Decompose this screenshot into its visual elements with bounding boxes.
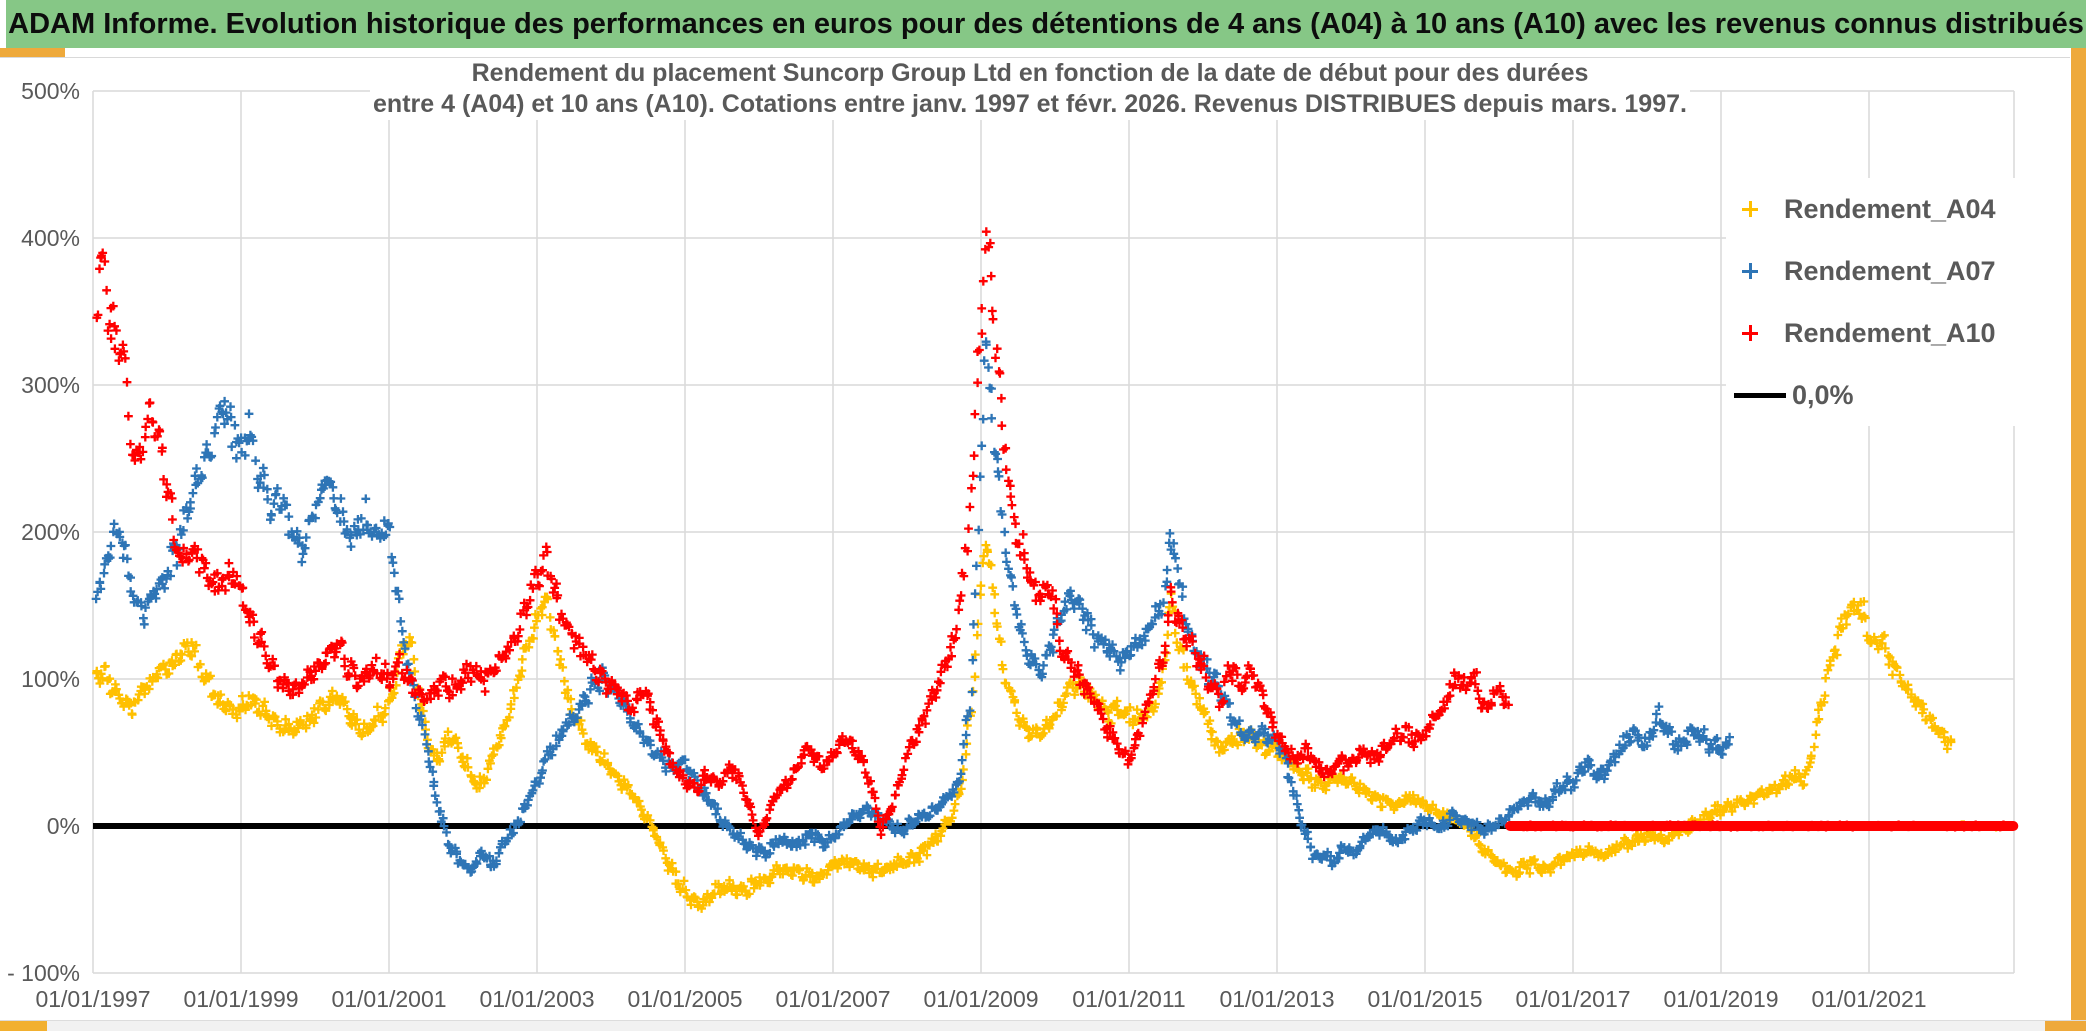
legend-label: Rendement_A07 <box>1784 255 1996 286</box>
legend-label: Rendement_A04 <box>1784 193 1996 224</box>
legend-item-rendement-a07: Rendement_A07 <box>1726 240 2056 302</box>
gold-accent-bottom-right <box>2045 1021 2086 1031</box>
x-axis-tick-label: 01/01/2009 <box>923 986 1038 1012</box>
report-title-banner: ADAM Informe. Evolution historique des p… <box>6 0 2086 48</box>
x-axis-tick-label: 01/01/2011 <box>1072 986 1185 1012</box>
scatter-series-rendement_a04 <box>92 540 1956 913</box>
y-axis-tick-label: 400% <box>21 225 80 251</box>
legend-item-rendement-a04: Rendement_A04 <box>1726 178 2056 240</box>
gold-accent-right-edge <box>2071 48 2086 1031</box>
x-axis-tick-label: 01/01/2021 <box>1811 986 1926 1012</box>
y-axis-tick-label: 0% <box>47 813 80 839</box>
y-axis-tick-label: 300% <box>21 372 80 398</box>
chart-title-line1: Rendement du placement Suncorp Group Ltd… <box>471 59 1589 87</box>
plus-marker-icon <box>1740 261 1760 281</box>
y-axis-tick-label: 100% <box>21 666 80 692</box>
chart-title-line2: entre 4 (A04) et 10 ans (A10). Cotations… <box>373 90 1687 118</box>
legend-label: Rendement_A10 <box>1784 317 1996 348</box>
horizontal-scrollbar[interactable] <box>0 1020 2086 1031</box>
legend-label: 0,0% <box>1792 379 1854 410</box>
y-axis-tick-label: 500% <box>21 78 80 104</box>
legend-item-zero-line: 0,0% <box>1726 364 2056 426</box>
chart-title: Rendement du placement Suncorp Group Ltd… <box>370 58 1690 120</box>
plus-marker-icon <box>1740 323 1760 343</box>
plus-marker-icon <box>1740 199 1760 219</box>
x-axis-tick-label: 01/01/2007 <box>775 986 890 1012</box>
scatter-series-rendement_a10 <box>92 227 1513 841</box>
scrollbar-thumb[interactable] <box>0 1021 47 1031</box>
x-axis-tick-label: 01/01/2017 <box>1515 986 1630 1012</box>
legend-item-rendement-a10: Rendement_A10 <box>1726 302 2056 364</box>
zero-run-rendement_a10 <box>1505 820 2016 832</box>
line-marker-icon <box>1734 392 1786 398</box>
x-axis-tick-label: 01/01/2013 <box>1219 986 1334 1012</box>
y-axis-tick-label: 200% <box>21 519 80 545</box>
chart-legend: Rendement_A04 Rendement_A07 Rendement_A1… <box>1726 178 2056 426</box>
x-axis-tick-label: 01/01/2005 <box>627 986 742 1012</box>
scatter-series-rendement_a07 <box>91 337 1734 877</box>
x-axis-tick-label: 01/01/2003 <box>479 986 594 1012</box>
x-axis-tick-label: 01/01/2015 <box>1367 986 1482 1012</box>
divider-line <box>0 57 2070 58</box>
gold-accent-top-left <box>0 48 65 57</box>
y-axis-tick-label: - 100% <box>7 960 80 986</box>
x-axis-tick-label: 01/01/2019 <box>1663 986 1778 1012</box>
x-axis-tick-label: 01/01/1999 <box>183 986 298 1012</box>
x-axis-tick-label: 01/01/1997 <box>35 986 150 1012</box>
x-axis-tick-label: 01/01/2001 <box>331 986 446 1012</box>
report-title: ADAM Informe. Evolution historique des p… <box>8 7 2084 40</box>
